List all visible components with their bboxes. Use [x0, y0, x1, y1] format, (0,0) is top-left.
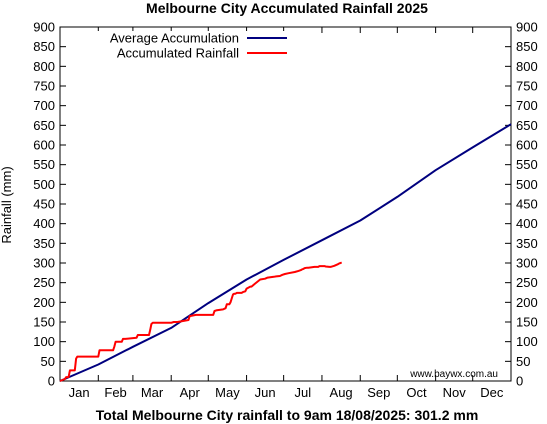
- accumulated-rainfall-line: [59, 261, 343, 382]
- y-tick-label-left: 650: [33, 118, 55, 133]
- axes: 0 0 50 50 100 100 150 150 200 200 250 250 300 300 350 3…: [33, 20, 537, 401]
- legend-box: [69, 31, 294, 65]
- legend-label: Accumulated Rainfall: [117, 46, 239, 61]
- legend-label: Average Accumulation: [110, 31, 239, 46]
- y-tick-label-left: 50: [41, 354, 55, 369]
- y-tick-label-right: 400: [516, 216, 538, 231]
- y-tick-label-left: 250: [33, 275, 55, 290]
- y-tick-label-left: 0: [48, 374, 55, 389]
- y-tick-label-right: 550: [516, 157, 538, 172]
- x-tick-label: Oct: [406, 385, 427, 400]
- x-tick-label: Sep: [367, 385, 390, 400]
- x-tick-label: Apr: [180, 385, 201, 400]
- credit-text: www.baywx.com.au: [409, 369, 498, 380]
- x-tick-label: Dec: [480, 385, 504, 400]
- x-tick-label: Jan: [69, 385, 90, 400]
- y-tick-label-right: 800: [516, 59, 538, 74]
- x-axis-label: Total Melbourne City rainfall to 9am 18/…: [96, 407, 479, 423]
- y-axis-label: Rainfall (mm): [0, 166, 14, 243]
- y-tick-label-left: 700: [33, 98, 55, 113]
- y-tick-label-right: 50: [516, 354, 530, 369]
- x-tick-label: Jun: [255, 385, 276, 400]
- x-tick-label: Feb: [104, 385, 126, 400]
- y-tick-label-right: 650: [516, 118, 538, 133]
- y-tick-label-right: 500: [516, 177, 538, 192]
- y-tick-label-right: 850: [516, 39, 538, 54]
- y-tick-label-right: 700: [516, 98, 538, 113]
- y-tick-label-left: 350: [33, 236, 55, 251]
- y-tick-label-left: 500: [33, 177, 55, 192]
- x-tick-label: Nov: [443, 385, 467, 400]
- chart-title: Melbourne City Accumulated Rainfall 2025: [146, 0, 428, 16]
- series-lines: [59, 123, 512, 382]
- y-tick-label-right: 200: [516, 295, 538, 310]
- y-tick-label-right: 100: [516, 334, 538, 349]
- y-tick-label-right: 150: [516, 315, 538, 330]
- y-tick-label-left: 450: [33, 197, 55, 212]
- average-accumulation-line: [59, 123, 512, 382]
- x-tick-label: Jul: [294, 385, 311, 400]
- y-tick-label-right: 750: [516, 79, 538, 94]
- plot-frame: [59, 26, 512, 382]
- y-tick-label-left: 400: [33, 216, 55, 231]
- y-tick-label-left: 150: [33, 315, 55, 330]
- y-tick-label-right: 300: [516, 256, 538, 271]
- y-tick-label-left: 200: [33, 295, 55, 310]
- x-tick-label: Aug: [330, 385, 353, 400]
- y-tick-label-right: 450: [516, 197, 538, 212]
- x-tick-label: May: [215, 385, 240, 400]
- y-tick-label-left: 800: [33, 59, 55, 74]
- y-tick-label-left: 850: [33, 39, 55, 54]
- y-tick-label-right: 600: [516, 138, 538, 153]
- y-tick-label-left: 100: [33, 334, 55, 349]
- y-tick-label-left: 900: [33, 20, 55, 35]
- y-tick-label-left: 300: [33, 256, 55, 271]
- y-tick-label-right: 250: [516, 275, 538, 290]
- y-tick-label-right: 0: [516, 374, 523, 389]
- y-tick-label-right: 350: [516, 236, 538, 251]
- y-tick-label-right: 900: [516, 20, 538, 35]
- y-tick-label-left: 550: [33, 157, 55, 172]
- y-tick-label-left: 750: [33, 79, 55, 94]
- x-tick-label: Mar: [141, 385, 164, 400]
- y-tick-label-left: 600: [33, 138, 55, 153]
